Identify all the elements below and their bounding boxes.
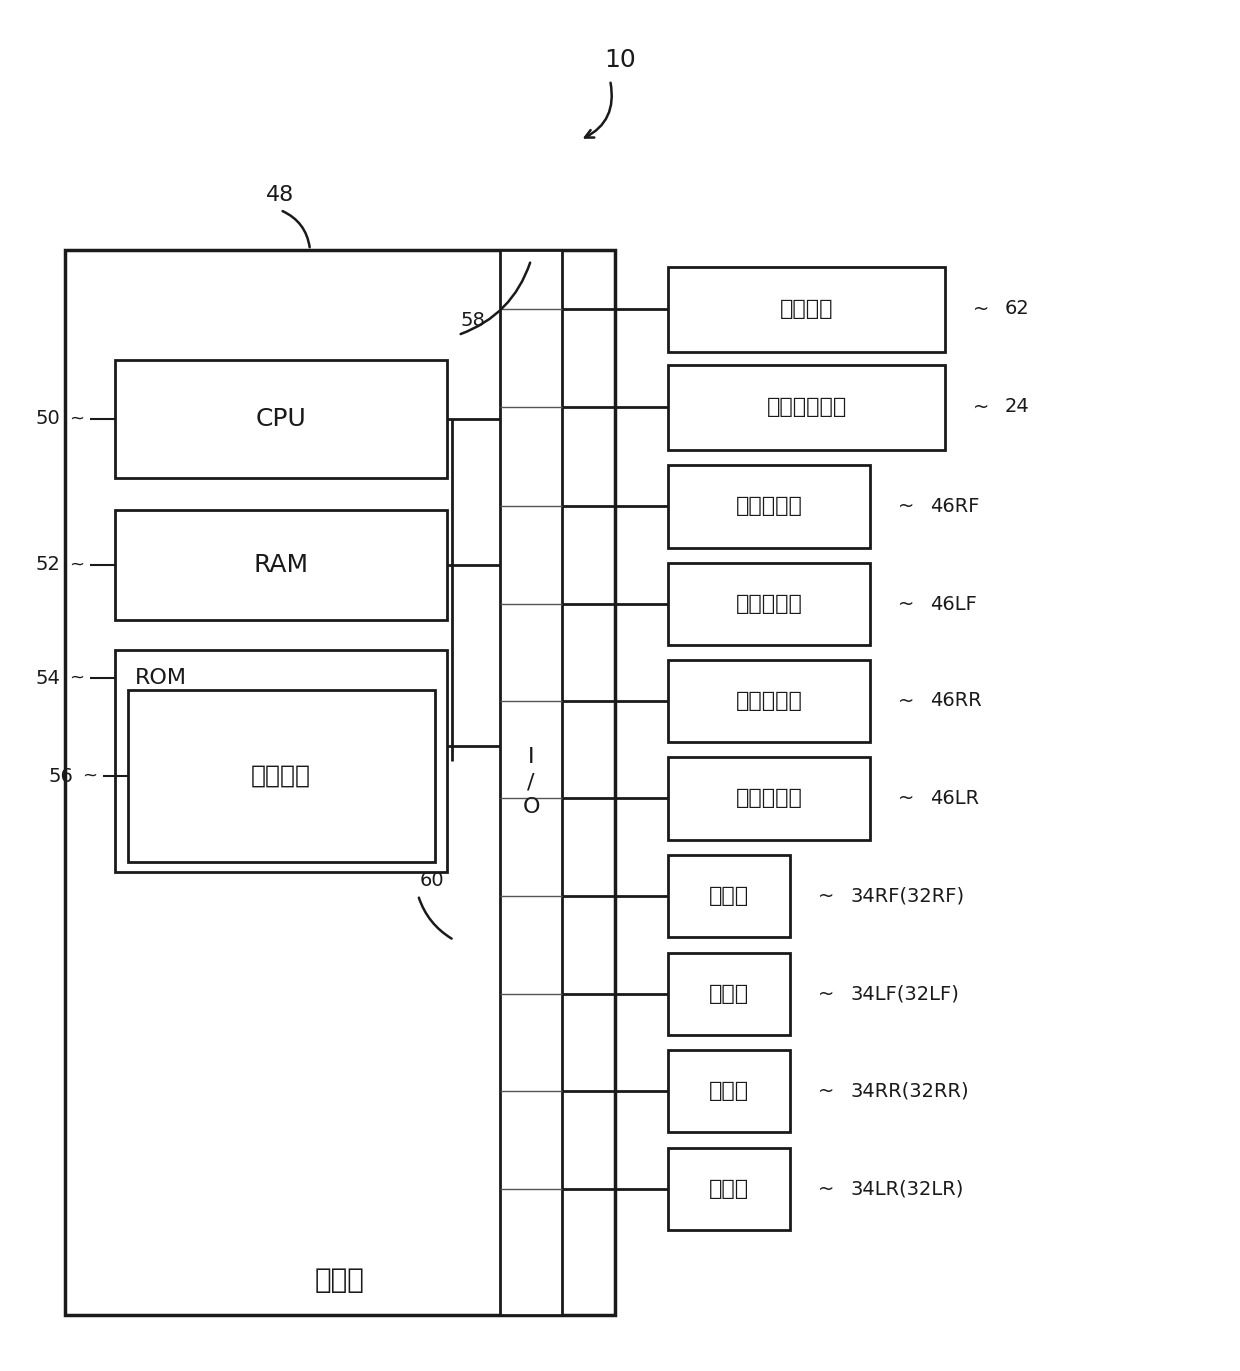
Text: ~: ~	[818, 1082, 835, 1101]
Text: 56: 56	[48, 766, 73, 786]
Text: 58: 58	[460, 310, 485, 329]
Text: ~: ~	[898, 691, 914, 710]
Bar	[668, 856, 790, 936]
Text: ~: ~	[898, 595, 914, 613]
Text: 点火开关: 点火开关	[780, 299, 833, 319]
Bar	[668, 953, 790, 1035]
Text: ~: ~	[818, 1179, 835, 1198]
Text: 动作传感器: 动作传感器	[735, 691, 802, 712]
Text: 62: 62	[1004, 299, 1029, 318]
Text: ~: ~	[82, 766, 98, 786]
FancyArrowPatch shape	[585, 82, 611, 137]
FancyArrowPatch shape	[283, 211, 310, 247]
Bar	[668, 1148, 790, 1230]
Text: ~: ~	[69, 410, 84, 428]
Bar	[668, 465, 870, 548]
Text: ~: ~	[898, 496, 914, 515]
Bar	[128, 690, 435, 862]
Bar	[64, 250, 615, 1315]
Text: 电动机: 电动机	[709, 886, 749, 906]
Text: 34RR(32RR): 34RR(32RR)	[849, 1082, 968, 1101]
Text: 46LF: 46LF	[930, 595, 977, 613]
Text: 电动机: 电动机	[709, 984, 749, 1004]
Text: 50: 50	[35, 410, 60, 429]
Bar	[500, 250, 562, 1315]
Text: 34RF(32RF): 34RF(32RF)	[849, 887, 965, 905]
Text: ~: ~	[69, 669, 84, 687]
Bar	[668, 757, 870, 840]
Bar	[668, 659, 870, 742]
Text: 制御部: 制御部	[315, 1265, 365, 1294]
Text: ~: ~	[973, 299, 990, 318]
Text: 动作传感器: 动作传感器	[735, 496, 802, 515]
Text: ~: ~	[818, 887, 835, 905]
Text: 60: 60	[420, 871, 445, 890]
Text: /: /	[527, 772, 534, 792]
Text: 46LR: 46LR	[930, 788, 980, 808]
Bar	[668, 1050, 790, 1132]
Bar	[668, 267, 945, 352]
Bar	[668, 365, 945, 450]
Text: ~: ~	[898, 788, 914, 808]
Text: RAM: RAM	[253, 553, 309, 577]
Text: 控制程序: 控制程序	[250, 764, 311, 788]
Text: ~: ~	[69, 557, 84, 574]
Text: 48: 48	[265, 185, 294, 206]
Text: 24: 24	[1004, 398, 1029, 417]
Bar	[115, 650, 446, 872]
Bar	[115, 510, 446, 620]
FancyArrowPatch shape	[460, 263, 531, 335]
Text: 46RF: 46RF	[930, 496, 980, 515]
Bar	[668, 563, 870, 644]
Bar	[115, 361, 446, 478]
Text: 电动机: 电动机	[709, 1080, 749, 1101]
Text: 52: 52	[35, 555, 60, 574]
Text: ROM: ROM	[135, 668, 187, 688]
Text: 电动机: 电动机	[709, 1179, 749, 1200]
Text: 动作传感器: 动作传感器	[735, 788, 802, 808]
Text: ~: ~	[973, 398, 990, 417]
FancyArrowPatch shape	[419, 898, 451, 939]
Text: 46RR: 46RR	[930, 691, 982, 710]
Text: 动作传感器: 动作传感器	[735, 594, 802, 614]
Text: 34LF(32LF): 34LF(32LF)	[849, 984, 959, 1004]
Text: ~: ~	[818, 984, 835, 1004]
Text: 10: 10	[604, 48, 636, 73]
Text: O: O	[522, 797, 539, 817]
Text: 汽车导航装置: 汽车导航装置	[766, 398, 847, 417]
Text: 34LR(32LR): 34LR(32LR)	[849, 1179, 963, 1198]
Text: 54: 54	[35, 669, 60, 687]
Text: I: I	[528, 747, 534, 766]
Text: CPU: CPU	[255, 407, 306, 430]
